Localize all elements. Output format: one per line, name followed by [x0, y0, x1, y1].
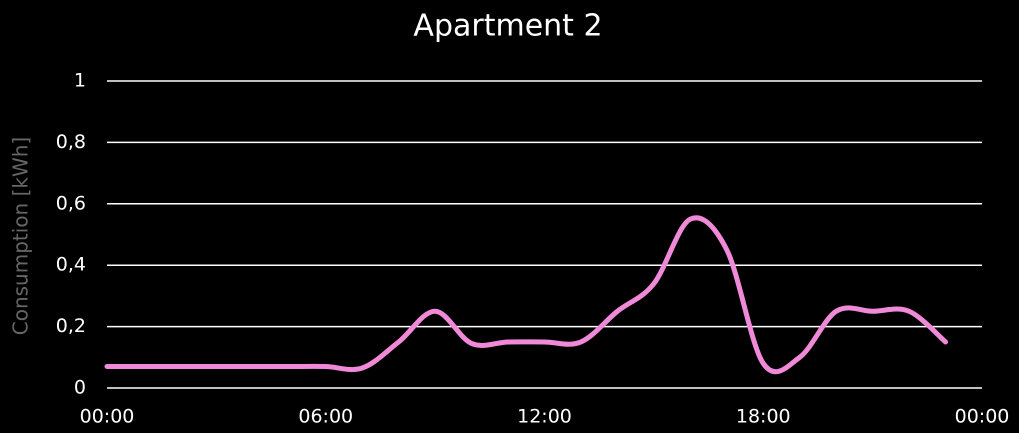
y-tick-label: 1 [74, 70, 86, 92]
y-tick-label: 0,8 [56, 131, 86, 153]
y-tick-label: 0,6 [56, 192, 86, 214]
y-tick-label: 0 [74, 377, 86, 399]
x-tick-label: 18:00 [736, 406, 791, 428]
chart-title: Apartment 2 [413, 9, 602, 44]
x-tick-label: 12:00 [517, 406, 572, 428]
y-tick-label: 0,4 [56, 254, 86, 276]
line [104, 215, 949, 375]
x-tick-label: 00:00 [955, 406, 1010, 428]
x-tick-label: 06:00 [298, 406, 353, 428]
y-tick-label: 0,2 [56, 315, 86, 337]
x-tick-label: 00:00 [80, 406, 135, 428]
y-axis-label: Consumption [kWh] [9, 137, 33, 335]
